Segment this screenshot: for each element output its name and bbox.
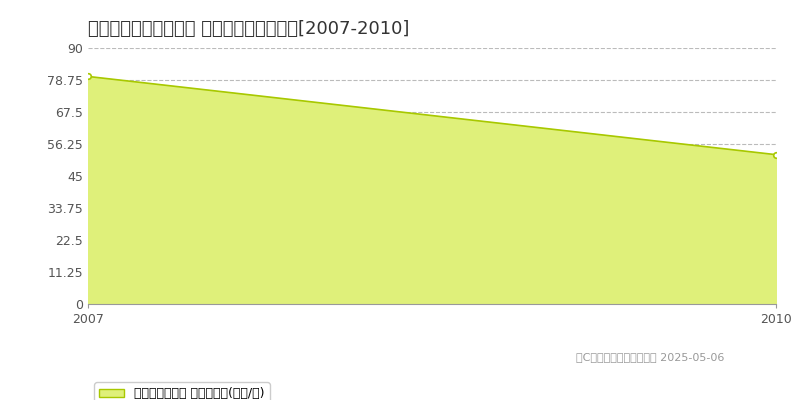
Text: 加古川市平岡町一色西 マンション価格推移[2007-2010]: 加古川市平岡町一色西 マンション価格推移[2007-2010] bbox=[88, 20, 410, 38]
Text: （C）土地価格ドットコム 2025-05-06: （C）土地価格ドットコム 2025-05-06 bbox=[576, 352, 724, 362]
Legend: マンション価格 平均坪単価(万円/坪): マンション価格 平均坪単価(万円/坪) bbox=[94, 382, 270, 400]
